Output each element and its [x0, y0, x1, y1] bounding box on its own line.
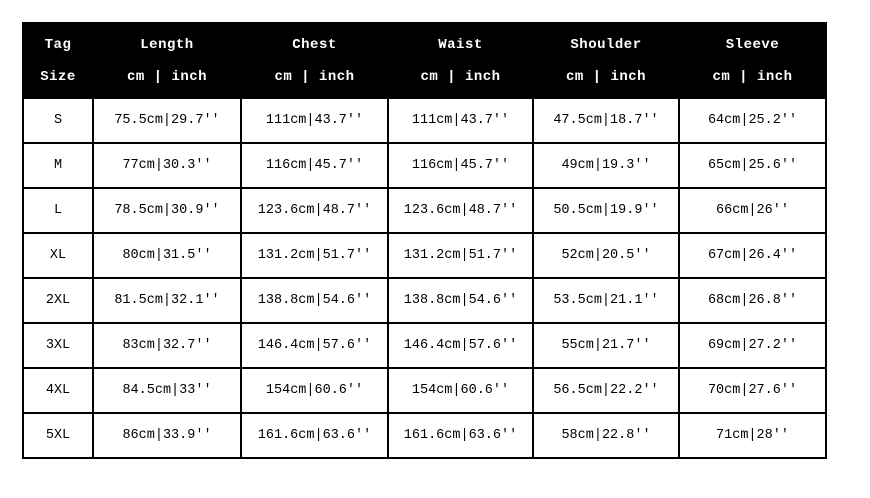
length-cell: 75.5cm|29.7'' — [92, 97, 242, 144]
length-cell: 80cm|31.5'' — [92, 232, 242, 279]
sleeve-cell: 64cm|25.2'' — [678, 97, 827, 144]
sleeve-cell: 69cm|27.2'' — [678, 322, 827, 369]
length-cell: 78.5cm|30.9'' — [92, 187, 242, 234]
chest-cell: 116cm|45.7'' — [240, 142, 389, 189]
length-cell: 86cm|33.9'' — [92, 412, 242, 459]
header-title: Sleeve — [725, 36, 780, 53]
shoulder-cell: 49cm|19.3'' — [532, 142, 680, 189]
size-cell: 3XL — [22, 322, 94, 369]
header-subtitle: cm | inch — [420, 68, 501, 85]
column-header-waist: Waist cm | inch — [387, 22, 534, 99]
length-cell: 84.5cm|33'' — [92, 367, 242, 414]
chest-cell: 131.2cm|51.7'' — [240, 232, 389, 279]
shoulder-cell: 55cm|21.7'' — [532, 322, 680, 369]
waist-cell: 138.8cm|54.6'' — [387, 277, 534, 324]
table-row: 2XL 81.5cm|32.1'' 138.8cm|54.6'' 138.8cm|54… — [22, 277, 827, 324]
header-title: Length — [140, 36, 194, 53]
waist-cell: 131.2cm|51.7'' — [387, 232, 534, 279]
column-header-size: Tag Size — [22, 22, 94, 99]
length-cell: 77cm|30.3'' — [92, 142, 242, 189]
waist-cell: 161.6cm|63.6'' — [387, 412, 534, 459]
header-subtitle: Size — [40, 68, 76, 85]
size-cell: XL — [22, 232, 94, 279]
size-chart-table: Tag Size Length cm | inch Chest cm | inch Wais… — [22, 22, 827, 459]
chest-cell: 138.8cm|54.6'' — [240, 277, 389, 324]
header-subtitle: cm | inch — [126, 68, 208, 85]
size-cell: 2XL — [22, 277, 94, 324]
shoulder-cell: 56.5cm|22.2'' — [532, 367, 680, 414]
header-title: Tag — [44, 36, 72, 53]
shoulder-cell: 52cm|20.5'' — [532, 232, 680, 279]
waist-cell: 123.6cm|48.7'' — [387, 187, 534, 234]
size-cell: S — [22, 97, 94, 144]
sleeve-cell: 68cm|26.8'' — [678, 277, 827, 324]
column-header-shoulder: Shoulder cm | inch — [532, 22, 680, 99]
column-header-chest: Chest cm | inch — [240, 22, 389, 99]
length-cell: 81.5cm|32.1'' — [92, 277, 242, 324]
chest-cell: 161.6cm|63.6'' — [240, 412, 389, 459]
table-row: 3XL 83cm|32.7'' 146.4cm|57.6'' 146.4cm|57.6… — [22, 322, 827, 369]
header-row: Tag Size Length cm | inch Chest cm | inch Wais… — [22, 22, 827, 99]
size-cell: M — [22, 142, 94, 189]
waist-cell: 146.4cm|57.6'' — [387, 322, 534, 369]
length-cell: 83cm|32.7'' — [92, 322, 242, 369]
table-header: Tag Size Length cm | inch Chest cm | inch Wais… — [22, 22, 827, 99]
table-body: S 75.5cm|29.7'' 111cm|43.7'' 111cm|43.7'' 47… — [22, 97, 827, 459]
header-subtitle: cm | inch — [712, 68, 793, 85]
size-cell: 4XL — [22, 367, 94, 414]
table-row: 5XL 86cm|33.9'' 161.6cm|63.6'' 161.6cm|63.6… — [22, 412, 827, 459]
header-subtitle: cm | inch — [565, 68, 647, 85]
waist-cell: 111cm|43.7'' — [387, 97, 534, 144]
table-row: M 77cm|30.3'' 116cm|45.7'' 116cm|45.7'' 49cm… — [22, 142, 827, 189]
table-row: S 75.5cm|29.7'' 111cm|43.7'' 111cm|43.7'' 47… — [22, 97, 827, 144]
sleeve-cell: 71cm|28'' — [678, 412, 827, 459]
column-header-length: Length cm | inch — [92, 22, 242, 99]
chest-cell: 154cm|60.6'' — [240, 367, 389, 414]
sleeve-cell: 70cm|27.6'' — [678, 367, 827, 414]
table-row: 4XL 84.5cm|33'' 154cm|60.6'' 154cm|60.6'' 56… — [22, 367, 827, 414]
table-row: XL 80cm|31.5'' 131.2cm|51.7'' 131.2cm|51.7'… — [22, 232, 827, 279]
header-title: Waist — [438, 36, 483, 53]
sleeve-cell: 67cm|26.4'' — [678, 232, 827, 279]
table-row: L 78.5cm|30.9'' 123.6cm|48.7'' 123.6cm|48.7… — [22, 187, 827, 234]
waist-cell: 154cm|60.6'' — [387, 367, 534, 414]
chest-cell: 123.6cm|48.7'' — [240, 187, 389, 234]
shoulder-cell: 58cm|22.8'' — [532, 412, 680, 459]
chest-cell: 111cm|43.7'' — [240, 97, 389, 144]
sleeve-cell: 65cm|25.6'' — [678, 142, 827, 189]
size-cell: L — [22, 187, 94, 234]
header-subtitle: cm | inch — [274, 68, 355, 85]
shoulder-cell: 50.5cm|19.9'' — [532, 187, 680, 234]
header-title: Shoulder — [570, 36, 642, 53]
shoulder-cell: 47.5cm|18.7'' — [532, 97, 680, 144]
header-title: Chest — [292, 36, 337, 53]
size-cell: 5XL — [22, 412, 94, 459]
column-header-sleeve: Sleeve cm | inch — [678, 22, 827, 99]
size-chart-container: Tag Size Length cm | inch Chest cm | inch Wais… — [22, 22, 827, 459]
sleeve-cell: 66cm|26'' — [678, 187, 827, 234]
waist-cell: 116cm|45.7'' — [387, 142, 534, 189]
shoulder-cell: 53.5cm|21.1'' — [532, 277, 680, 324]
chest-cell: 146.4cm|57.6'' — [240, 322, 389, 369]
